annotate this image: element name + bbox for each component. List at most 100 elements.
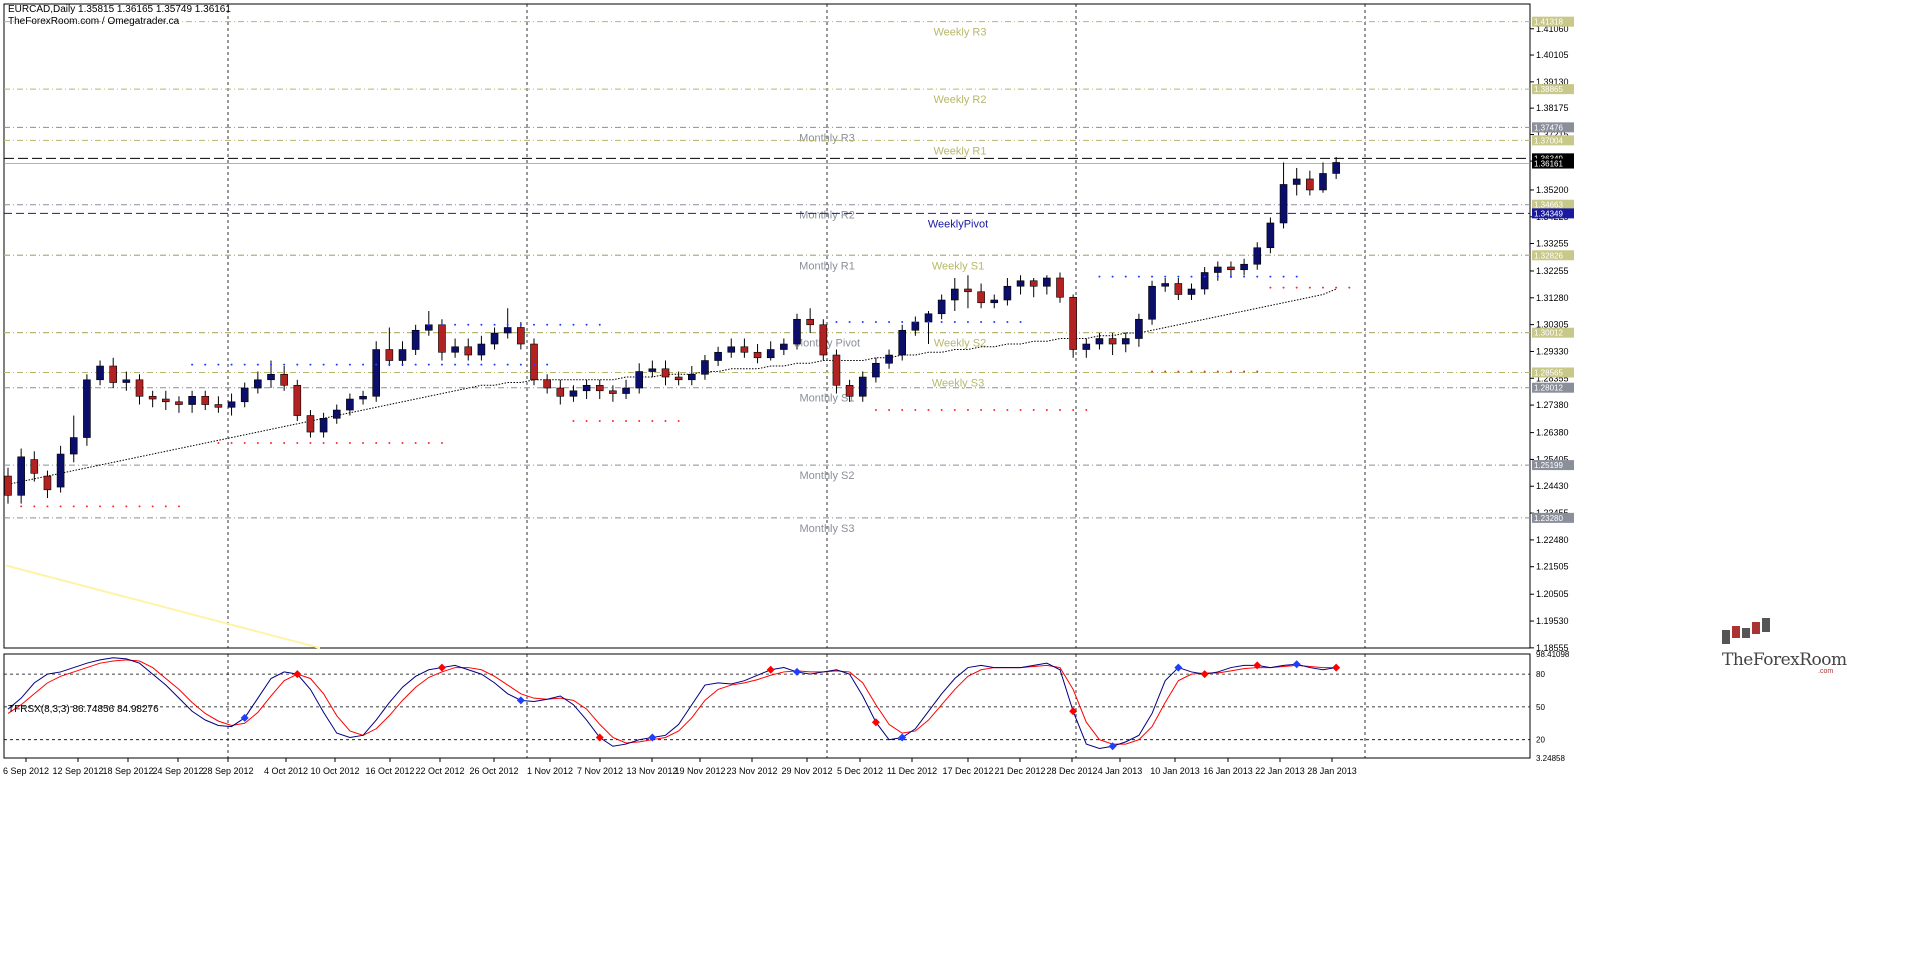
candle-bear bbox=[543, 379, 551, 389]
date-label: 6 Sep 2012 bbox=[3, 766, 49, 776]
sr-dot bbox=[388, 363, 391, 366]
sr-dot bbox=[454, 363, 457, 366]
stoch-tick-label: 80 bbox=[1536, 670, 1545, 679]
sr-dot bbox=[1006, 409, 1009, 412]
candle-bear bbox=[306, 415, 315, 433]
sr-dot bbox=[230, 363, 233, 366]
pivot-label: Monthly R3 bbox=[799, 132, 855, 144]
candle-bull bbox=[911, 321, 920, 331]
candle-bear bbox=[175, 401, 183, 405]
candle-bull bbox=[1161, 283, 1169, 287]
candle-bull bbox=[1332, 162, 1340, 174]
candle-bull bbox=[1082, 343, 1091, 350]
sr-dot bbox=[401, 442, 404, 445]
stoch-cross-marker bbox=[240, 713, 249, 722]
stoch-cross-marker bbox=[595, 733, 604, 742]
sr-dot bbox=[335, 442, 338, 445]
sr-dot bbox=[1322, 286, 1324, 289]
sr-dot bbox=[1164, 275, 1167, 278]
sr-dot bbox=[993, 321, 996, 324]
candle-bear bbox=[609, 390, 617, 394]
sr-dot bbox=[296, 442, 299, 445]
candle-bear bbox=[464, 346, 473, 356]
sr-dot bbox=[112, 505, 115, 508]
pivot-label: Monthly S3 bbox=[799, 523, 854, 535]
candle-bull bbox=[780, 343, 788, 350]
candle-bull bbox=[451, 346, 459, 353]
price-label: 1.37004 bbox=[1534, 136, 1563, 145]
candle-bull bbox=[1187, 288, 1196, 295]
sr-dot bbox=[585, 323, 588, 326]
pivot-label: Weekly S2 bbox=[934, 338, 986, 350]
candle-bull bbox=[898, 329, 907, 356]
price-tick-label: 1.41060 bbox=[1536, 24, 1569, 34]
candle-bull bbox=[582, 384, 591, 392]
candle-bull bbox=[227, 401, 236, 408]
sr-dot bbox=[1164, 370, 1167, 373]
stoch-cross-marker bbox=[1174, 663, 1183, 672]
sr-dot bbox=[888, 321, 891, 324]
candle-bull bbox=[17, 456, 25, 496]
sr-dot bbox=[125, 505, 128, 508]
sr-dot bbox=[256, 442, 259, 445]
price-tick-label: 1.30305 bbox=[1536, 320, 1569, 330]
sr-dot bbox=[427, 323, 430, 326]
candle-bull bbox=[188, 395, 196, 405]
sr-dot bbox=[440, 323, 443, 326]
sr-dot bbox=[901, 409, 904, 412]
sr-dot bbox=[874, 409, 877, 412]
sr-dot bbox=[1348, 286, 1351, 289]
price-label: 1.23280 bbox=[1534, 514, 1563, 523]
price-label: 1.41318 bbox=[1534, 18, 1563, 27]
sr-dot bbox=[506, 323, 509, 326]
candle-bull bbox=[635, 371, 644, 389]
sr-dot bbox=[980, 321, 983, 324]
sr-dot bbox=[296, 363, 299, 366]
sr-dot bbox=[1177, 370, 1180, 373]
date-label: 11 Dec 2012 bbox=[887, 766, 937, 776]
candle-bear bbox=[385, 349, 394, 361]
candle-bull bbox=[990, 299, 999, 304]
candle-bull bbox=[346, 398, 354, 411]
candle-bull bbox=[1253, 247, 1262, 265]
candle-bear bbox=[214, 404, 223, 408]
sr-dot bbox=[283, 442, 286, 445]
date-label: 16 Jan 2013 bbox=[1203, 766, 1253, 776]
candle-bull bbox=[687, 373, 696, 381]
main-pane-frame bbox=[3, 3, 1531, 649]
date-label: 18 Sep 2012 bbox=[102, 766, 153, 776]
candle-bear bbox=[1056, 277, 1064, 298]
price-label: 1.28012 bbox=[1534, 384, 1563, 393]
symbol-header: EURCAD,Daily 1.35815 1.36165 1.35749 1.3… bbox=[8, 4, 231, 15]
candle-bear bbox=[1108, 338, 1117, 345]
sr-dot bbox=[427, 363, 430, 366]
sr-dot bbox=[980, 409, 983, 412]
price-label-box bbox=[1532, 250, 1574, 261]
sr-dot bbox=[348, 363, 351, 366]
candle-bear bbox=[832, 354, 841, 386]
candle-bull bbox=[1240, 263, 1248, 271]
candle-bear bbox=[162, 398, 170, 403]
sr-dot bbox=[1282, 286, 1285, 289]
sr-dot bbox=[533, 323, 535, 326]
candle-bull bbox=[319, 417, 328, 433]
candle-bull bbox=[937, 299, 946, 315]
candle-bull bbox=[359, 395, 367, 400]
sr-dot bbox=[493, 323, 496, 326]
price-label: 1.36161 bbox=[1534, 160, 1563, 169]
sr-dot bbox=[283, 363, 286, 366]
stoch-k-line bbox=[7, 657, 1337, 749]
sr-dot bbox=[375, 442, 378, 445]
sr-dot bbox=[1335, 286, 1338, 289]
price-tick-label: 1.33255 bbox=[1536, 238, 1569, 248]
candle-bear bbox=[30, 459, 39, 474]
price-label-box bbox=[1532, 122, 1574, 133]
candle-bull bbox=[332, 409, 341, 419]
sr-dot bbox=[256, 363, 259, 366]
stoch-cross-marker bbox=[293, 670, 302, 679]
stoch-cross-marker bbox=[1292, 660, 1301, 669]
sr-dot bbox=[546, 363, 549, 366]
sr-dot bbox=[72, 505, 75, 508]
sr-dot bbox=[598, 323, 601, 326]
